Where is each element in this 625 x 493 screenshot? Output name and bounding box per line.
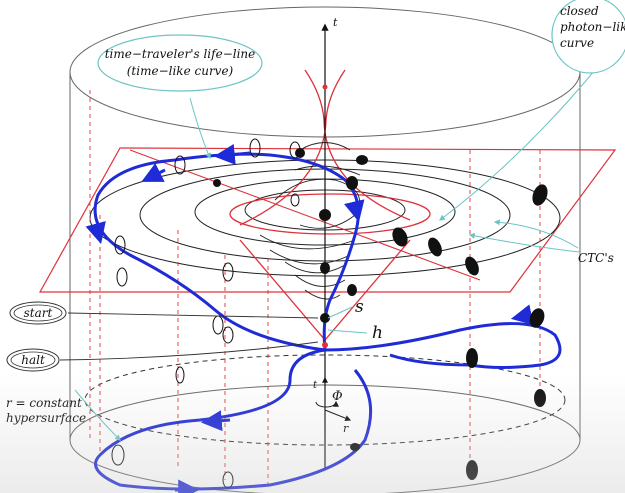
- halt-pill: [6, 348, 60, 372]
- worldline-arrow-3: [85, 221, 106, 245]
- photon-connector: [439, 69, 596, 221]
- light-cone-markers: [111, 138, 301, 489]
- r-axis-label: r: [343, 422, 349, 435]
- lifeline-connector: [189, 97, 211, 160]
- worldline-bottom-loop: [94, 348, 373, 491]
- lifeline-callout-line2: (time−like curve): [127, 64, 234, 78]
- worldline-arrow-2: [141, 163, 166, 182]
- photon-callout-bubble: [551, 0, 625, 74]
- worldline-arrow-4: [343, 199, 365, 223]
- photon-callout-line2: photon−like: [560, 20, 625, 34]
- lifeline-callout-line1: time−traveler's life−line: [105, 47, 256, 61]
- h-pointer: [327, 329, 368, 334]
- photon-callout-line1: closed: [560, 4, 599, 18]
- plane-ring-5: [229, 193, 431, 235]
- plane-diagonal: [129, 149, 481, 281]
- start-connector: [67, 312, 319, 319]
- filled-cone-markers: [213, 148, 548, 480]
- halt-label: halt: [21, 353, 45, 367]
- ctc-connector-1: [493, 219, 579, 249]
- origin-r-axis: [324, 409, 352, 422]
- ctc-connector-2: [468, 232, 581, 253]
- start-label: start: [24, 306, 53, 320]
- base-disk-dashed: [84, 354, 566, 446]
- worldline-arrow-1: [213, 143, 251, 165]
- h-label: h: [372, 323, 383, 343]
- photon-callout-line3: curve: [560, 36, 594, 50]
- phi-arc: [315, 400, 339, 408]
- s-label: s: [355, 297, 364, 317]
- axis-dot-top: [322, 84, 328, 90]
- slanted-plane: [38, 147, 617, 293]
- hypersurface-line2: hypersurface: [6, 411, 86, 425]
- halt-pill-inner: [10, 351, 56, 369]
- hypersurface-line1: r = constant: [6, 396, 82, 410]
- worldline-main: [93, 152, 360, 352]
- start-pill-inner: [13, 304, 63, 322]
- hypersurface-connector: [74, 389, 121, 441]
- start-pill: [9, 301, 67, 325]
- phi-label: Φ: [332, 389, 343, 404]
- worldline-right-loop: [324, 322, 562, 369]
- t-axis-label: t: [333, 16, 338, 29]
- origin-t-label: t: [313, 380, 318, 391]
- lifeline-callout-bubble: [97, 34, 263, 92]
- s-pointer: [327, 306, 353, 319]
- axis-dot-h: [322, 342, 328, 348]
- worldline-arrow-6: [200, 410, 231, 432]
- cylinder-bottom-front: [69, 439, 581, 493]
- worldline-arrow-5: [510, 304, 534, 326]
- halt-connector: [59, 341, 319, 361]
- ctcs-label: CTC's: [578, 251, 614, 265]
